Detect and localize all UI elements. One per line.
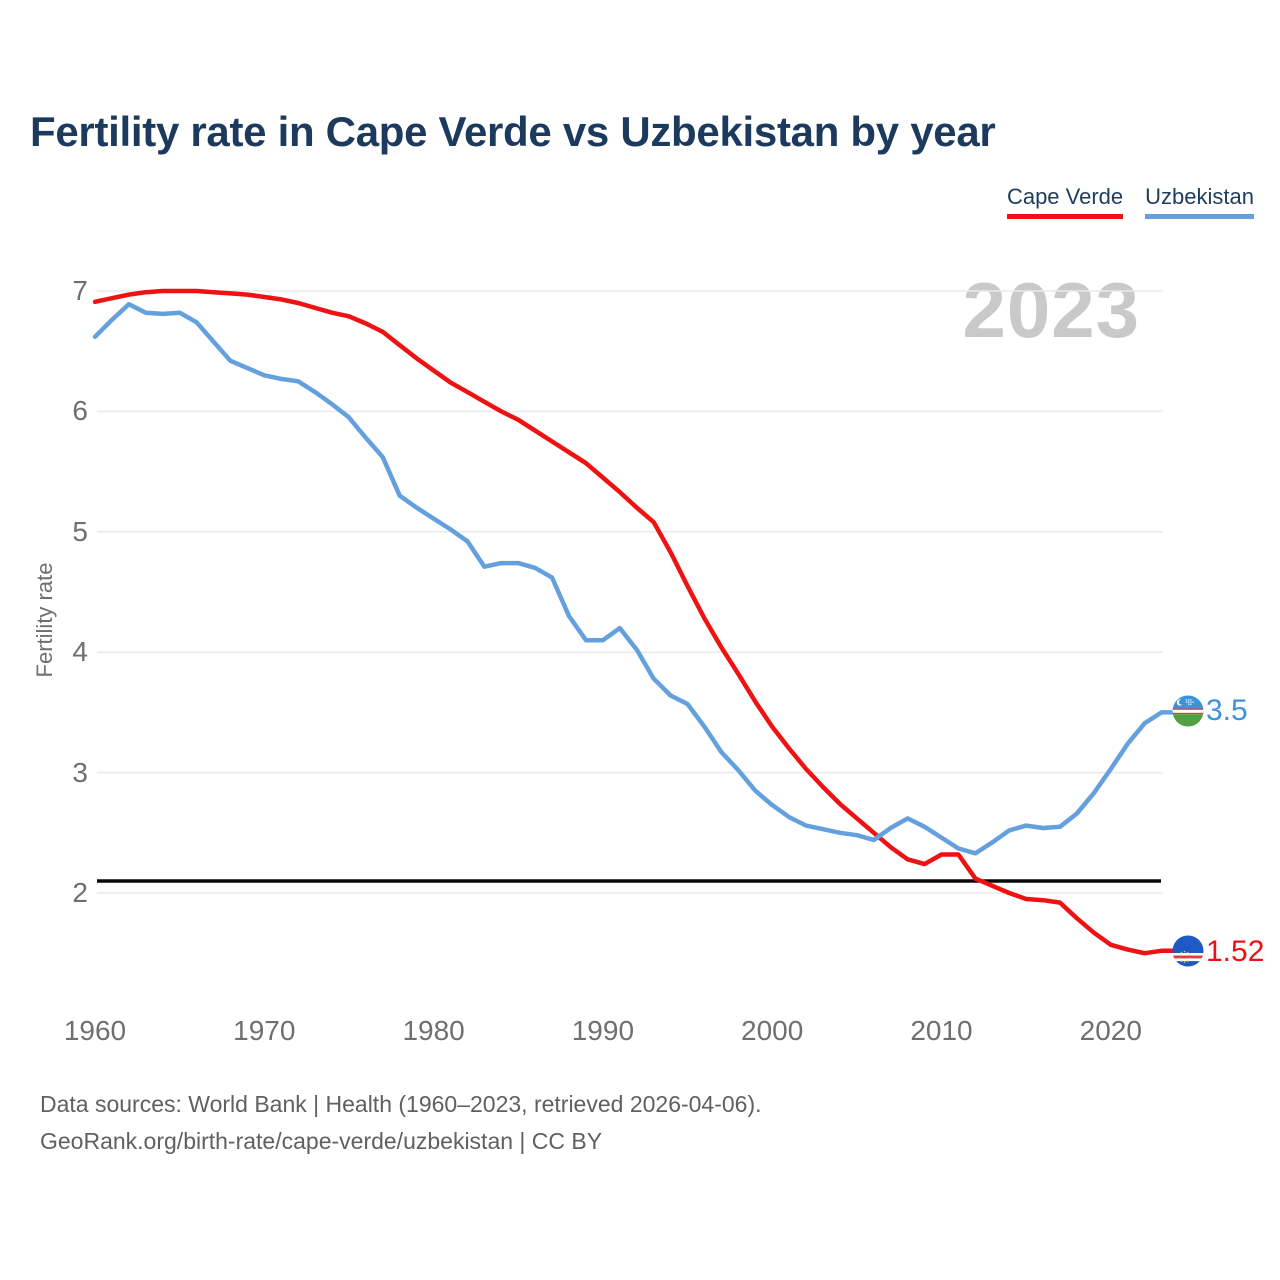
chart-title: Fertility rate in Cape Verde vs Uzbekist… — [30, 108, 996, 155]
x-tick-label: 1970 — [233, 1015, 296, 1046]
end-value-cape-verde: 1.52 — [1206, 935, 1265, 968]
x-tick-label: 2000 — [741, 1015, 804, 1046]
x-tick-label: 1980 — [402, 1015, 465, 1046]
legend-item-uzbekistan[interactable]: Uzbekistan — [1145, 184, 1254, 219]
y-tick-label: 3 — [72, 756, 88, 788]
year-watermark: 2023 — [962, 266, 1140, 354]
x-tick-label: 1990 — [571, 1015, 635, 1046]
footer: Data sources: World Bank | Health (1960–… — [40, 1086, 762, 1160]
y-tick-label: 7 — [72, 275, 88, 306]
y-tick-label: 5 — [72, 515, 88, 547]
legend-item-cape-verde[interactable]: Cape Verde — [1006, 184, 1124, 219]
x-tick-label: 1960 — [63, 1015, 127, 1046]
y-tick-label: 6 — [72, 395, 88, 427]
cape-verde-flag-icon — [1172, 935, 1204, 967]
series-line-uzbekistan — [92, 301, 1176, 856]
footer-attribution: GeoRank.org/birth-rate/cape-verde/uzbeki… — [40, 1128, 603, 1154]
series-line-cape-verde — [92, 288, 1176, 956]
x-tick-label: 2010 — [910, 1015, 973, 1046]
x-tick-label: 2020 — [1079, 1015, 1142, 1046]
y-tick-label: 2 — [72, 877, 88, 908]
y-tick-label: 4 — [72, 636, 88, 668]
legend: Cape Verde Uzbekistan — [1006, 184, 1254, 219]
uzbekistan-flag-icon — [1172, 695, 1204, 727]
footer-sources: Data sources: World Bank | Health (1960–… — [40, 1091, 762, 1117]
end-value-uzbekistan: 3.5 — [1206, 694, 1248, 727]
y-axis-title: Fertility rate — [32, 562, 57, 678]
